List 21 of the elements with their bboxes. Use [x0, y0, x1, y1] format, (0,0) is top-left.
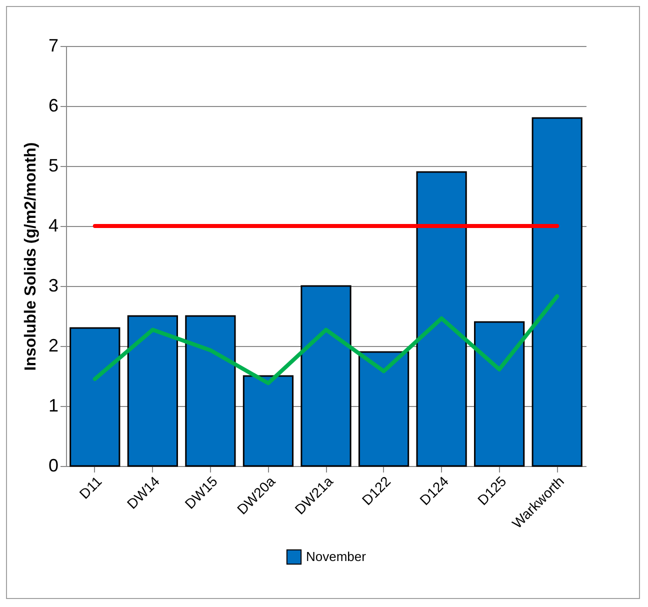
y-tick-label: 6 — [48, 96, 58, 116]
y-tick-label: 5 — [48, 156, 58, 176]
bar — [532, 117, 582, 467]
bar — [474, 321, 525, 467]
y-tick-label: 1 — [48, 396, 58, 416]
bar — [185, 315, 236, 467]
bar — [358, 351, 410, 467]
bar — [242, 375, 294, 467]
y-tick-label: 0 — [48, 456, 58, 476]
bar — [127, 315, 178, 467]
y-tick-label: 4 — [48, 216, 58, 236]
bar — [300, 285, 352, 467]
y-tick-label: 3 — [48, 276, 58, 296]
y-tick-label: 2 — [48, 336, 58, 356]
y-tick-label: 7 — [48, 36, 58, 56]
bar — [70, 327, 120, 467]
line-series — [92, 294, 560, 386]
x-tick-label: D11 — [76, 472, 105, 502]
y-axis-title: Insoluble Solids (g/m2/month) — [22, 142, 40, 371]
legend-label: November — [306, 549, 367, 564]
bar — [416, 171, 467, 467]
